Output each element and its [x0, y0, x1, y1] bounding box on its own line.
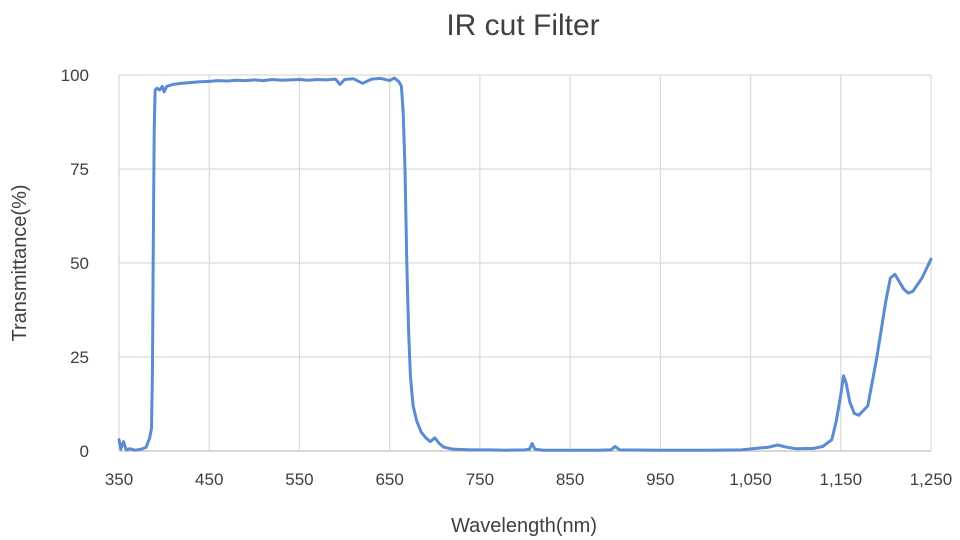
- x-tick-label: 350: [105, 470, 133, 489]
- y-tick-label: 0: [80, 442, 89, 461]
- x-tick-label: 450: [195, 470, 223, 489]
- x-tick-label: 1,250: [910, 470, 953, 489]
- y-axis-title: Transmittance(%): [9, 184, 31, 341]
- x-tick-label: 650: [375, 470, 403, 489]
- x-tick-label: 550: [285, 470, 313, 489]
- y-tick-label: 75: [70, 160, 89, 179]
- x-tick-label: 750: [466, 470, 494, 489]
- y-tick-label: 25: [70, 348, 89, 367]
- y-tick-label: 100: [61, 66, 89, 85]
- tick-labels: 0 25 50 75 100 350 450 550 650 750 850 950 1,050 1,15…: [61, 66, 953, 489]
- x-tick-label: 1,150: [820, 470, 863, 489]
- chart-title: IR cut Filter: [446, 9, 599, 42]
- transmittance-series-line: [117, 76, 933, 452]
- x-tick-label: 850: [556, 470, 584, 489]
- grid-lines: [118, 74, 932, 452]
- series-layer: [117, 76, 933, 452]
- x-tick-label: 1,050: [729, 470, 772, 489]
- x-axis-title: Wavelength(nm): [451, 515, 597, 537]
- y-tick-label: 50: [70, 254, 89, 273]
- x-tick-label: 950: [646, 470, 674, 489]
